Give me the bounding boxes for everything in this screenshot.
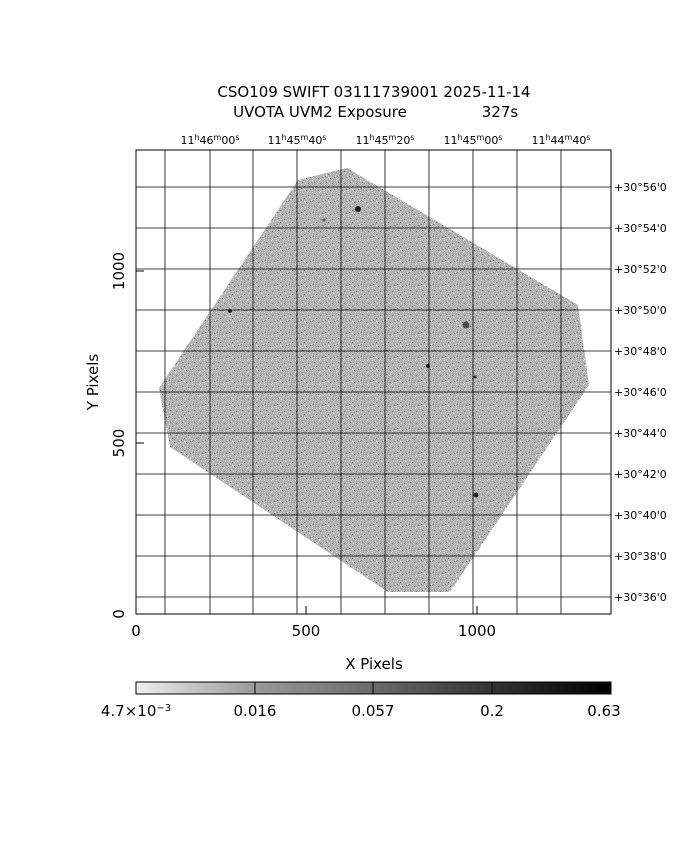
dec-label: +30°46'0 (614, 386, 667, 399)
ra-label: 11h45m40s (267, 133, 326, 148)
ra-label: 11h45m00s (443, 133, 502, 148)
colorbar-ticks (254, 682, 493, 694)
colorbar-label: 0.63 (587, 702, 620, 720)
colorbar-label: 0.057 (352, 702, 395, 720)
source-spot (322, 218, 326, 222)
source-spot (462, 321, 470, 329)
dec-label: +30°56'0 (614, 181, 667, 194)
wcs-grid (136, 150, 611, 614)
dec-label: +30°42'0 (614, 468, 667, 481)
title-line1: CSO109 SWIFT 03111739001 2025-11-14 (217, 83, 530, 101)
pixel-axis-ticks (135, 270, 478, 615)
dec-label: +30°44'0 (614, 427, 667, 440)
source-spot (473, 375, 477, 379)
dec-label: +30°54'0 (614, 222, 667, 235)
ra-label: 11h46m00s (180, 133, 239, 148)
plot-frame (135, 149, 612, 615)
colorbar-label: 0.2 (480, 702, 504, 720)
source-spot (473, 492, 479, 498)
title-line2-left: UVOTA UVM2 Exposure (233, 103, 407, 121)
dec-label: +30°48'0 (614, 345, 667, 358)
source-spot (355, 206, 361, 212)
dec-label: +30°36'0 (614, 591, 667, 604)
exposure-footprint (159, 168, 589, 592)
x-tick-label: 500 (292, 622, 321, 640)
ra-label: 11h44m40s (531, 133, 590, 148)
dec-label: +30°52'0 (614, 263, 667, 276)
title-line2-right: 327s (482, 103, 519, 121)
dec-label: +30°40'0 (614, 509, 667, 522)
y-tick-label: 0 (110, 609, 128, 619)
dec-label: +30°50'0 (614, 304, 667, 317)
y-tick-label: 1000 (110, 252, 128, 290)
x-axis-label: X Pixels (345, 655, 403, 673)
ra-label: 11h45m20s (355, 133, 414, 148)
dec-label: +30°38'0 (614, 550, 667, 563)
x-tick-label: 0 (131, 622, 141, 640)
y-axis-label: Y Pixels (84, 354, 102, 412)
x-tick-label: 1000 (458, 622, 496, 640)
colorbar-label: 0.016 (234, 702, 277, 720)
y-tick-label: 500 (110, 429, 128, 458)
colorbar-label: 4.7×10−3 (101, 702, 171, 720)
